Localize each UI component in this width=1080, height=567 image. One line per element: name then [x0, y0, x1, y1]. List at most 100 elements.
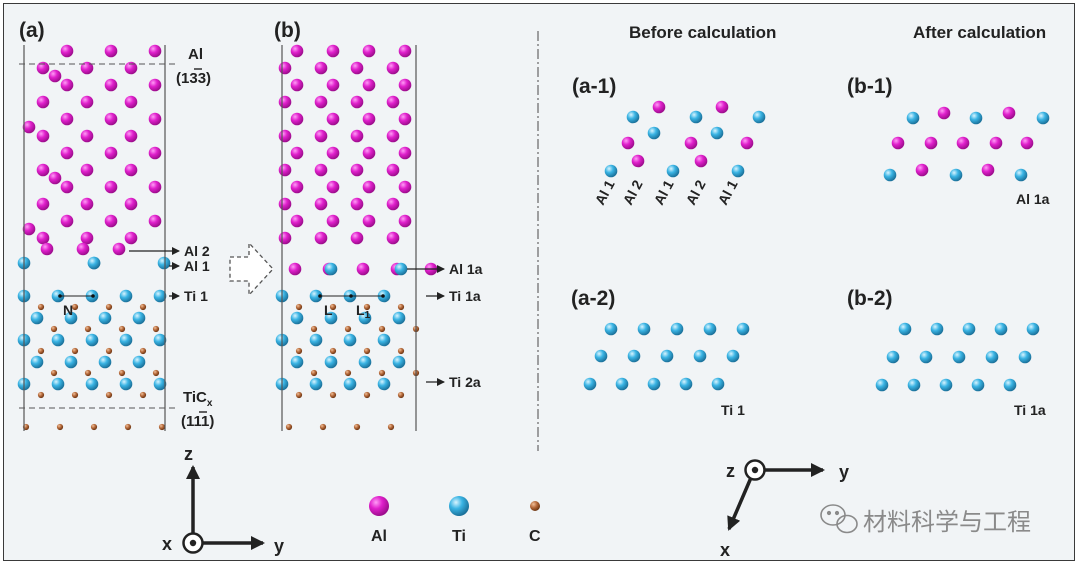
al-atom-cell-a — [124, 95, 138, 109]
label-ti1: Ti 1 — [184, 288, 208, 304]
al-atom-a1 — [694, 154, 708, 168]
c-atom-cell-a — [71, 391, 79, 399]
legend-al-swatch — [369, 496, 389, 516]
c-atom-cell-a — [50, 369, 58, 377]
al-atom-b1 — [924, 136, 938, 150]
panel-label-a: (a) — [19, 19, 45, 42]
ti-atom-b2 — [994, 322, 1008, 336]
al-atom-cell-a — [36, 129, 50, 143]
ti-atom-b2 — [875, 378, 889, 392]
ti-atom-b2 — [939, 378, 953, 392]
al-atom-cell-b — [362, 44, 376, 58]
ti-atom-cell-b — [377, 333, 391, 347]
al-atom-cell-b — [314, 95, 328, 109]
al-atom-b1 — [891, 136, 905, 150]
ti-atom-b2 — [971, 378, 985, 392]
c-atom-cell-b — [378, 325, 386, 333]
al-atom-cell-a — [124, 231, 138, 245]
ti-atom-cell-b — [324, 355, 338, 369]
al-atom-cell-b — [326, 78, 340, 92]
ti-atom-cell-a — [153, 333, 167, 347]
al-atom-cell-b — [314, 231, 328, 245]
axes-left — [182, 465, 265, 554]
ti-atom-cell-b — [309, 377, 323, 391]
ti-atom-b1 — [1036, 111, 1050, 125]
al1-site-atom — [157, 256, 171, 270]
al-atom-cell-b — [386, 231, 400, 245]
ti-atom-b2 — [962, 322, 976, 336]
al-atom-cell-a — [60, 180, 74, 194]
legend-c-label: C — [529, 528, 541, 545]
al-atom-cell-a — [80, 197, 94, 211]
al-atom-cell-b — [278, 95, 292, 109]
al-atom-cell-b — [278, 129, 292, 143]
al-atom-cell-a — [124, 197, 138, 211]
c-atom-cell-a — [139, 347, 147, 355]
c-atom-cell-b — [329, 347, 337, 355]
al-atom-cell-b — [314, 129, 328, 143]
c-atom-cell-a — [118, 325, 126, 333]
c-atom-cell-a — [37, 391, 45, 399]
al-atom-cell-a — [48, 69, 62, 83]
ti-atom-cell-b — [392, 311, 406, 325]
al-atom-cell-a — [148, 214, 162, 228]
ti-atom-cell-a — [51, 289, 65, 303]
c-atom-cell-b — [310, 369, 318, 377]
al-atom-b1 — [956, 136, 970, 150]
al-atom-b1 — [915, 163, 929, 177]
al-atom-cell-a — [36, 197, 50, 211]
ti-atom-cell-b — [343, 377, 357, 391]
al2-atom — [76, 242, 90, 256]
al-atom-b1 — [981, 163, 995, 177]
al-atom-cell-a — [80, 61, 94, 75]
tic-plane-element: TiCx — [183, 389, 213, 409]
ti-atom-cell-a — [153, 289, 167, 303]
c-atom-cell-b — [295, 391, 303, 399]
c-atom-cell-b — [363, 391, 371, 399]
ti-atom-b2 — [1003, 378, 1017, 392]
al-atom-cell-b — [290, 44, 304, 58]
legend-ti-label: Ti — [452, 528, 466, 545]
ti-atom-b2 — [952, 350, 966, 364]
al-atom-b1 — [937, 106, 951, 120]
al-atom-cell-a — [104, 214, 118, 228]
axis-right-y: y — [839, 462, 849, 482]
c-atom-cell-b — [378, 369, 386, 377]
al-atom-cell-b — [350, 231, 364, 245]
al-atom-cell-a — [124, 163, 138, 177]
label-l1: L1 — [356, 302, 371, 321]
ti-atom-cell-a — [119, 333, 133, 347]
al-atom-cell-b — [290, 112, 304, 126]
al-atom-cell-b — [386, 163, 400, 177]
ti-atom-cell-b — [358, 355, 372, 369]
axis-left-z: z — [184, 444, 193, 464]
axis-left-y: y — [274, 536, 284, 556]
c-atom-cell-a — [124, 423, 132, 431]
al-atom-cell-b — [326, 44, 340, 58]
ti-atom-a2 — [660, 349, 674, 363]
ti-atom-a2 — [679, 377, 693, 391]
row-label-4: Al 2 — [683, 177, 709, 207]
al-atom-cell-a — [104, 146, 118, 160]
ti-atom-cell-a — [98, 311, 112, 325]
c-atom-cell-b — [397, 303, 405, 311]
cell-boundaries — [23, 45, 417, 431]
ti-atom-a2 — [647, 377, 661, 391]
al-atom-cell-b — [314, 197, 328, 211]
panel-label-b2: (b-2) — [847, 287, 893, 310]
watermark: 材料科学与工程 — [820, 504, 1031, 536]
ti-atom-a1 — [689, 110, 703, 124]
label-al2: Al 2 — [184, 243, 210, 259]
ti-atom-cell-b — [290, 311, 304, 325]
c-atom-cell-a — [84, 369, 92, 377]
axis-left-x: x — [162, 534, 172, 554]
ti-atom-a2 — [594, 349, 608, 363]
al-atom-a1 — [631, 154, 645, 168]
c-atom-cell-a — [71, 347, 79, 355]
c-atom-cell-a — [37, 303, 45, 311]
al-atom-cell-a — [36, 163, 50, 177]
ti-atom-b1 — [949, 168, 963, 182]
al-atom-a1 — [715, 100, 729, 114]
al-atom-cell-b — [326, 112, 340, 126]
c-atom-cell-a — [56, 423, 64, 431]
